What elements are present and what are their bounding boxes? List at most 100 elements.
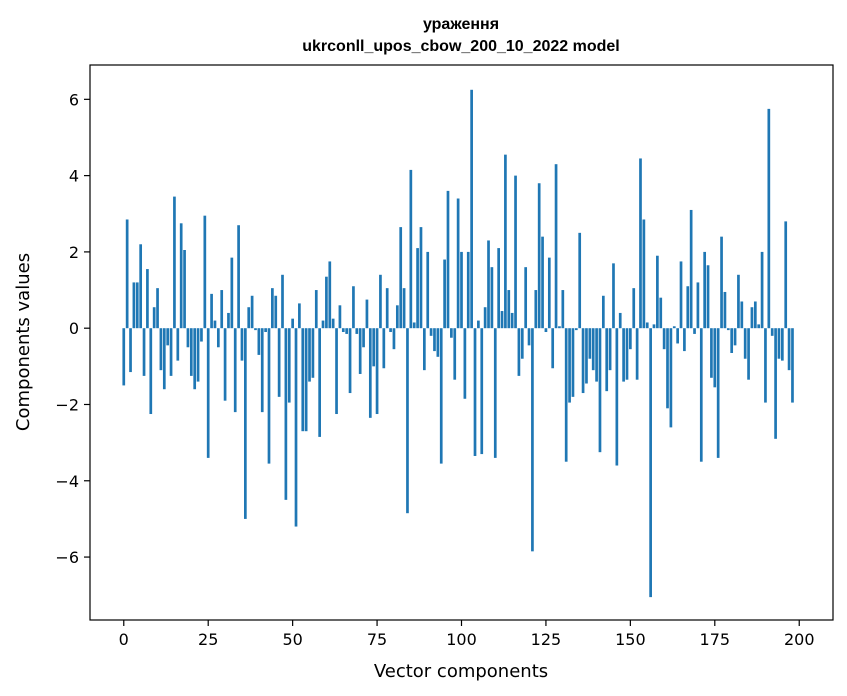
bar — [301, 328, 305, 432]
plot-frame — [89, 64, 834, 621]
bar — [774, 328, 777, 439]
y-axis-label: Components values — [13, 253, 34, 431]
bar — [443, 259, 446, 329]
bar — [382, 328, 386, 369]
bar — [686, 286, 690, 329]
bar — [743, 328, 747, 359]
bar — [450, 328, 453, 338]
bar — [274, 295, 278, 329]
x-tick-label: 100 — [446, 630, 477, 649]
bar — [534, 290, 538, 329]
bar — [689, 209, 693, 329]
bar — [571, 328, 575, 397]
bar — [524, 267, 528, 329]
bar — [385, 288, 389, 329]
bar — [645, 322, 649, 329]
bar — [122, 328, 126, 386]
bar — [250, 295, 254, 329]
bar — [787, 328, 791, 371]
bar — [760, 251, 764, 329]
bar — [179, 223, 183, 329]
bar — [551, 328, 555, 369]
bar — [423, 328, 426, 371]
bar — [433, 328, 436, 352]
bar — [284, 328, 288, 500]
bar — [510, 312, 514, 329]
bar — [220, 290, 224, 329]
bar — [541, 236, 544, 329]
bar — [527, 328, 531, 346]
bar — [676, 328, 679, 344]
bar — [456, 198, 460, 329]
bar — [740, 301, 744, 329]
bar — [314, 290, 318, 329]
bar — [716, 328, 720, 458]
bar — [298, 303, 301, 329]
bar — [416, 248, 419, 329]
bar — [352, 286, 355, 329]
bar — [504, 154, 507, 329]
bar — [149, 328, 153, 415]
bar — [632, 288, 636, 329]
bar — [733, 328, 737, 346]
bar — [240, 328, 244, 361]
x-tick-label: 200 — [784, 630, 815, 649]
bar — [166, 328, 170, 346]
bar — [470, 89, 473, 329]
bar — [564, 328, 568, 462]
y-tick-label: 6 — [69, 90, 79, 109]
bar — [642, 219, 646, 329]
bar — [186, 328, 190, 348]
y-tick-label: −4 — [55, 472, 79, 491]
bar — [487, 240, 490, 329]
bar — [547, 257, 551, 329]
bar — [777, 328, 781, 359]
bar — [375, 328, 379, 415]
bar — [500, 311, 504, 329]
bar — [287, 328, 291, 403]
bar — [466, 251, 470, 329]
bar — [558, 326, 561, 329]
bar — [206, 328, 210, 458]
bar — [368, 328, 372, 418]
bar — [237, 225, 240, 329]
bar — [683, 328, 686, 352]
bar — [791, 328, 794, 403]
bar — [520, 328, 524, 359]
bar — [399, 227, 403, 329]
x-tick-label: 75 — [367, 630, 387, 649]
bar — [585, 328, 588, 384]
bar — [156, 288, 159, 329]
chart-title: ураження — [423, 16, 499, 33]
bar — [135, 282, 139, 329]
bar — [693, 328, 696, 334]
bar — [703, 251, 707, 329]
bar — [679, 261, 683, 329]
bar — [254, 328, 257, 331]
x-tick-label: 125 — [531, 630, 562, 649]
bar — [726, 328, 730, 331]
bar — [281, 274, 284, 329]
bar — [294, 328, 298, 527]
bar — [203, 215, 207, 329]
y-tick-label: 4 — [69, 167, 79, 186]
bar — [720, 236, 723, 329]
bar — [605, 328, 609, 392]
bar — [706, 265, 710, 329]
bar — [372, 328, 376, 367]
bar — [764, 328, 767, 403]
bar — [311, 328, 315, 378]
bar — [321, 320, 325, 329]
bar — [669, 328, 673, 428]
bar — [588, 328, 592, 359]
bar — [355, 328, 359, 334]
bar — [244, 328, 247, 519]
bar — [463, 328, 467, 399]
bar — [331, 318, 335, 329]
x-tick-label: 150 — [615, 630, 646, 649]
bar — [598, 328, 602, 453]
bar — [608, 328, 612, 371]
y-tick-label: 2 — [69, 243, 79, 262]
bar — [770, 328, 774, 336]
bar — [338, 305, 342, 329]
